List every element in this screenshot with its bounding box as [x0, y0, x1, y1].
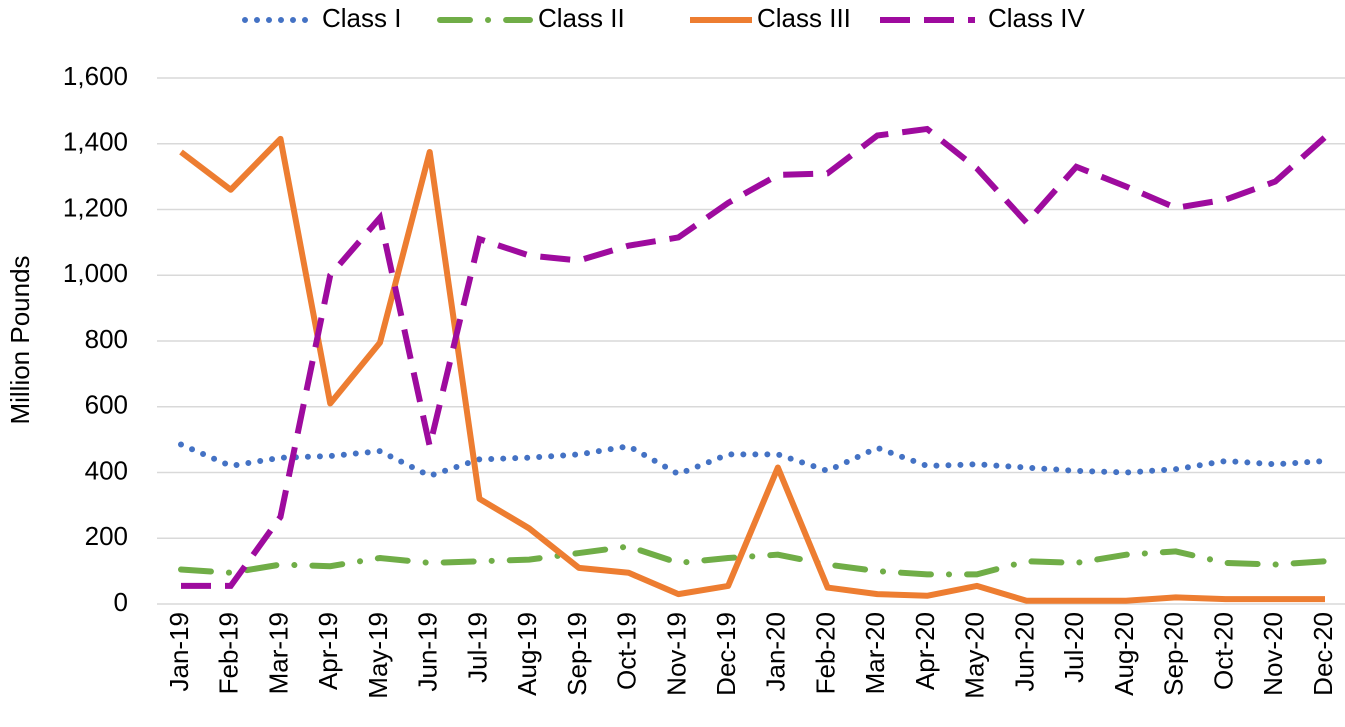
x-tick-label: Jul-20: [1059, 612, 1089, 683]
y-tick-label: 1,200: [63, 192, 128, 222]
series-line: [181, 125, 1327, 589]
y-tick-label: 0: [114, 587, 128, 617]
y-tick-label: 600: [85, 390, 128, 420]
y-tick-label: 1,000: [63, 258, 128, 288]
x-tick-label: Feb-20: [810, 612, 840, 694]
x-tick-label: Apr-20: [910, 612, 940, 690]
x-tick-label: Aug-19: [512, 612, 542, 696]
series-line: [178, 441, 1328, 480]
x-tick-label: Dec-20: [1308, 612, 1338, 696]
y-tick-label: 1,400: [63, 127, 128, 157]
x-tick-label: May-20: [960, 612, 990, 699]
x-tick-label: Sep-20: [1159, 612, 1189, 696]
x-tick-label: Feb-19: [214, 612, 244, 694]
x-tick-label: Jan-19: [164, 612, 194, 692]
x-tick-label: Nov-20: [1258, 612, 1288, 696]
legend-label: Class I: [322, 3, 401, 33]
x-tick-label: Oct-20: [1208, 612, 1238, 690]
x-tick-label: Mar-20: [860, 612, 890, 694]
y-tick-label: 200: [85, 521, 128, 551]
x-tick-label: Nov-19: [661, 612, 691, 696]
y-tick-label: 800: [85, 324, 128, 354]
x-tick-label: Jan-20: [761, 612, 791, 692]
x-tick-label: Jun-20: [1009, 612, 1039, 692]
x-tick-label: Dec-19: [711, 612, 741, 696]
legend-label: Class III: [757, 3, 851, 33]
legend-label: Class II: [538, 3, 625, 33]
x-tick-label: Sep-19: [562, 612, 592, 696]
legend-label: Class IV: [988, 3, 1085, 33]
y-axis-label: Million Pounds: [5, 255, 35, 424]
series-line: [178, 543, 1328, 578]
x-tick-label: Apr-19: [313, 612, 343, 690]
y-tick-label: 400: [85, 455, 128, 485]
x-tick-label: Oct-19: [612, 612, 642, 690]
x-tick-label: Aug-20: [1109, 612, 1139, 696]
series-line: [179, 135, 1325, 604]
x-tick-label: Jun-19: [413, 612, 443, 692]
y-tick-label: 1,600: [63, 61, 128, 91]
x-tick-label: Mar-19: [263, 612, 293, 694]
x-tick-label: May-19: [363, 612, 393, 699]
x-tick-label: Jul-19: [462, 612, 492, 683]
